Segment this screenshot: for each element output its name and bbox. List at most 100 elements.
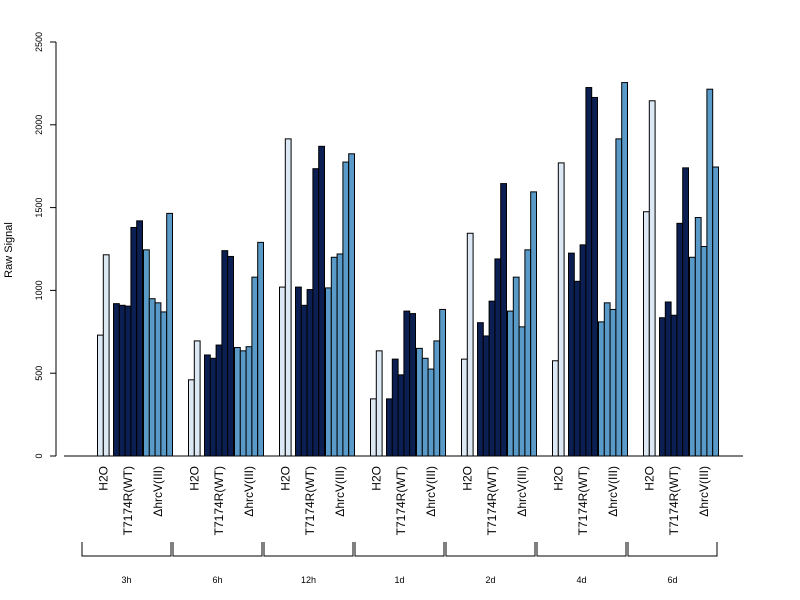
condition-label: T7174R(WT) (303, 466, 317, 535)
bar (342, 161, 350, 457)
bar (391, 358, 399, 457)
y-tick-label: 2500 (34, 32, 44, 52)
bar (494, 258, 502, 457)
condition-label: H2O (642, 466, 656, 491)
bar (227, 255, 234, 457)
bar (325, 287, 332, 457)
condition-labels: H2O T7174R(WT) ΔhrcV(III) H2O T7174R(WT) Δhrc… (96, 466, 711, 535)
bars (97, 82, 720, 457)
y-tick-label: 1500 (34, 198, 44, 218)
bar (215, 344, 223, 457)
condition-label: T7174R(WT) (667, 466, 681, 535)
bar (676, 222, 684, 457)
bar (130, 226, 138, 457)
bar (700, 246, 708, 457)
bar (603, 302, 611, 457)
time-label: 6h (212, 575, 222, 585)
bar (193, 340, 201, 457)
time-bracket (81, 542, 172, 557)
condition-label: H2O (187, 466, 201, 491)
bar (375, 350, 383, 457)
bar (615, 138, 623, 457)
bar (482, 335, 490, 457)
time-label: 2d (485, 575, 495, 585)
bar (154, 302, 162, 457)
time-label: 4d (576, 575, 586, 585)
bar (160, 311, 168, 457)
time-label: 6d (667, 575, 677, 585)
time-brackets: 3h 6h 12h 1d 2d 4d 6d (81, 542, 718, 585)
bar (433, 340, 441, 457)
y-tick-label: 1000 (34, 280, 44, 300)
bar (477, 322, 484, 457)
condition-label: T7174R(WT) (121, 466, 135, 535)
bar (204, 354, 211, 457)
bar (148, 298, 156, 457)
bar (585, 87, 593, 457)
bar (648, 100, 656, 457)
bar (234, 347, 241, 457)
bar (591, 96, 599, 457)
bar (706, 88, 714, 457)
bar (188, 379, 195, 457)
bar (245, 346, 253, 457)
condition-label: ΔhrcV(III) (515, 466, 529, 517)
bar (370, 398, 377, 457)
bar (102, 254, 110, 457)
bar (557, 162, 565, 457)
bar (530, 191, 538, 457)
y-axis-title: Raw Signal (3, 222, 15, 278)
bar (643, 211, 650, 457)
bar (336, 253, 344, 457)
bar (279, 286, 286, 457)
bar (118, 304, 126, 457)
condition-label: H2O (278, 466, 292, 491)
y-axis: 0 500 1000 1500 2000 2500 (34, 32, 57, 459)
bar (386, 398, 393, 457)
bar (306, 289, 314, 457)
bar (221, 250, 229, 457)
condition-label: T7174R(WT) (485, 466, 499, 535)
bar (524, 249, 532, 457)
condition-label: T7174R(WT) (576, 466, 590, 535)
bar (427, 368, 435, 457)
bar (609, 308, 617, 457)
condition-label: ΔhrcV(III) (606, 466, 620, 517)
bar (689, 256, 696, 457)
time-bracket (263, 542, 354, 557)
bar (573, 280, 581, 457)
condition-label: H2O (551, 466, 565, 491)
bar (579, 244, 587, 457)
bar (552, 360, 559, 457)
bar (409, 313, 417, 457)
bar (439, 308, 447, 457)
time-bracket (536, 542, 627, 557)
bar (621, 82, 629, 457)
bar (124, 305, 132, 457)
time-bracket (354, 542, 445, 557)
condition-label: ΔhrcV(III) (151, 466, 165, 517)
bar (466, 232, 474, 457)
time-label: 3h (121, 575, 131, 585)
time-bracket (172, 542, 263, 557)
bar (518, 326, 526, 457)
bar (507, 310, 514, 457)
bar (598, 321, 605, 457)
condition-label: ΔhrcV(III) (333, 466, 347, 517)
condition-label: ΔhrcV(III) (697, 466, 711, 517)
condition-label: T7174R(WT) (394, 466, 408, 535)
bar (461, 358, 468, 457)
bar (143, 249, 150, 457)
bar (664, 301, 672, 457)
condition-label: ΔhrcV(III) (424, 466, 438, 517)
condition-label: H2O (460, 466, 474, 491)
y-tick-label: 2000 (34, 115, 44, 135)
bar (403, 310, 411, 457)
time-bracket (627, 542, 718, 557)
bar (257, 241, 265, 457)
bar (488, 300, 496, 457)
bar (295, 286, 302, 457)
bar (239, 350, 247, 457)
bar (330, 256, 338, 457)
bar (659, 317, 666, 457)
